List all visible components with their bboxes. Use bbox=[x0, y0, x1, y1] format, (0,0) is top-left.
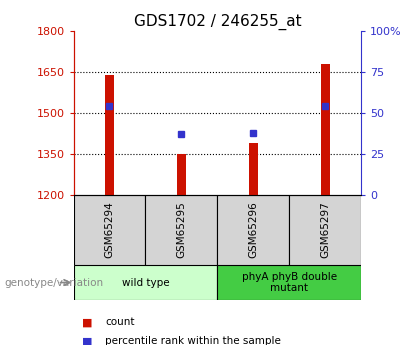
Text: GSM65295: GSM65295 bbox=[176, 201, 186, 258]
Text: ■: ■ bbox=[82, 336, 92, 345]
Text: percentile rank within the sample: percentile rank within the sample bbox=[105, 336, 281, 345]
Text: GSM65296: GSM65296 bbox=[248, 201, 258, 258]
Text: ■: ■ bbox=[82, 317, 92, 327]
Bar bbox=[289, 195, 361, 265]
Bar bbox=[74, 265, 218, 300]
Text: GSM65297: GSM65297 bbox=[320, 201, 330, 258]
Title: GDS1702 / 246255_at: GDS1702 / 246255_at bbox=[134, 13, 301, 30]
Bar bbox=[249, 143, 257, 195]
Text: phyA phyB double
mutant: phyA phyB double mutant bbox=[242, 272, 337, 293]
Text: wild type: wild type bbox=[122, 277, 169, 287]
Bar bbox=[74, 195, 145, 265]
Bar bbox=[218, 265, 361, 300]
Text: GSM65294: GSM65294 bbox=[105, 201, 115, 258]
Bar bbox=[218, 195, 289, 265]
Bar bbox=[177, 154, 186, 195]
Bar bbox=[321, 64, 330, 195]
Text: count: count bbox=[105, 317, 134, 327]
Bar bbox=[105, 75, 114, 195]
Text: genotype/variation: genotype/variation bbox=[4, 277, 103, 287]
Bar bbox=[145, 195, 218, 265]
